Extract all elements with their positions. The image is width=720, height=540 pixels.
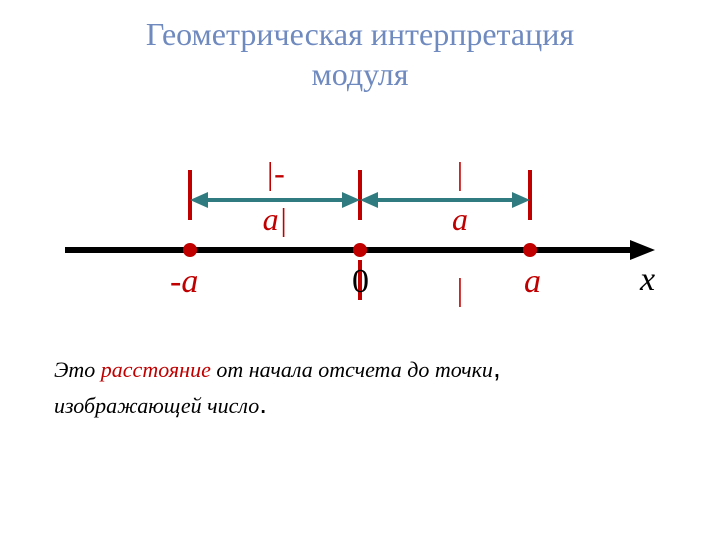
number-line-diagram: |- a| | a | -a 0 a x bbox=[60, 150, 660, 330]
slide-title: Геометрическая интерпретация модуля bbox=[0, 14, 720, 94]
span-left-arrow-l bbox=[190, 192, 208, 208]
caption-tail: изображающей число bbox=[54, 393, 259, 418]
label-neg-a: -a bbox=[170, 263, 198, 300]
caption-emph: расстояние bbox=[101, 357, 211, 382]
span-right-label-bottom: | bbox=[457, 271, 463, 307]
title-line1: Геометрическая интерпретация bbox=[146, 16, 574, 52]
span-right-label-mid: a bbox=[452, 201, 468, 237]
caption-mid: от начала отсчета до точки bbox=[211, 357, 493, 382]
label-zero: 0 bbox=[352, 263, 369, 300]
span-left-label-top: |- bbox=[265, 155, 284, 191]
span-right-arrow-l bbox=[360, 192, 378, 208]
x-axis-arrowhead bbox=[630, 240, 655, 260]
caption-text: Это расстояние от начала отсчета до точк… bbox=[54, 350, 574, 422]
label-pos-a: a bbox=[524, 263, 541, 300]
point-pos-a bbox=[523, 243, 537, 257]
title-line2: модуля bbox=[312, 56, 409, 92]
x-axis-label: x bbox=[639, 261, 655, 298]
span-left-label-bottom: a| bbox=[263, 201, 288, 237]
caption-comma: , bbox=[493, 352, 501, 383]
slide-canvas: Геометрическая интерпретация модуля |- a… bbox=[0, 0, 720, 540]
span-right-label-top: | bbox=[457, 155, 463, 191]
caption-period: . bbox=[259, 388, 267, 419]
caption-prefix: Это bbox=[54, 357, 101, 382]
span-left-arrow-r bbox=[342, 192, 360, 208]
point-neg-a bbox=[183, 243, 197, 257]
number-line-svg: |- a| | a | -a 0 a x bbox=[60, 150, 660, 330]
span-right-arrow-r bbox=[512, 192, 530, 208]
point-zero bbox=[353, 243, 367, 257]
